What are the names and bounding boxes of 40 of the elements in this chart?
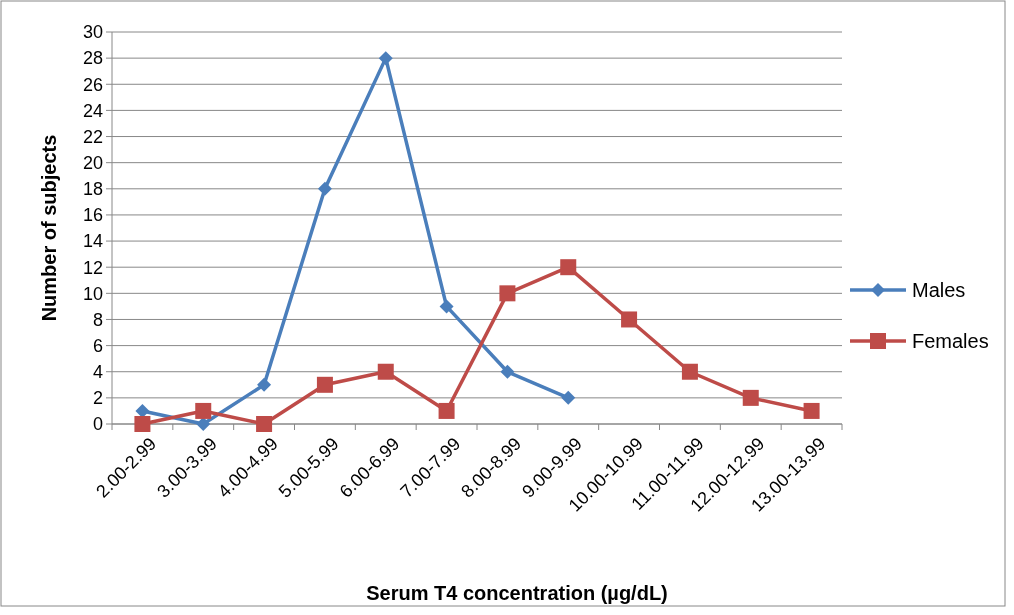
- point: [439, 299, 454, 314]
- y-axis-title: Number of subjects: [38, 134, 60, 322]
- y-tick-label: 16: [82, 205, 103, 226]
- point: [377, 363, 394, 380]
- point: [316, 376, 333, 393]
- y-tick-label: 12: [82, 257, 103, 278]
- y-tick-label: 0: [92, 414, 103, 435]
- y-tick-label: 18: [82, 179, 103, 200]
- point: [256, 416, 273, 432]
- y-tick-label: 26: [82, 74, 103, 95]
- y-tick-label: 22: [82, 126, 103, 147]
- y-tick-label: 8: [92, 309, 103, 330]
- y-tick-label: 28: [82, 48, 103, 69]
- legend-label: Males: [912, 279, 966, 301]
- y-tick-label: 6: [92, 335, 103, 356]
- point: [560, 259, 577, 276]
- point: [621, 311, 638, 328]
- legend-label: Females: [912, 330, 989, 352]
- y-tick-label: 4: [92, 362, 103, 383]
- point: [317, 181, 332, 196]
- point: [500, 364, 515, 379]
- point: [742, 389, 759, 406]
- y-tick-label: 2: [92, 388, 103, 409]
- y-tick-label: 24: [82, 100, 103, 121]
- point: [438, 402, 455, 419]
- point: [681, 363, 698, 380]
- point: [257, 377, 272, 392]
- point: [196, 417, 211, 431]
- point: [378, 51, 393, 66]
- point: [195, 402, 212, 419]
- y-tick-label: 30: [82, 22, 103, 43]
- y-tick-label: 10: [82, 283, 103, 304]
- point: [134, 416, 151, 432]
- x-axis-title: Serum T4 concentration (µg/dL): [366, 582, 668, 604]
- y-tick-label: 14: [82, 231, 103, 252]
- point: [499, 285, 516, 302]
- point: [803, 402, 820, 419]
- y-tick-label: 20: [82, 152, 103, 173]
- point: [135, 403, 150, 418]
- point: [561, 390, 576, 405]
